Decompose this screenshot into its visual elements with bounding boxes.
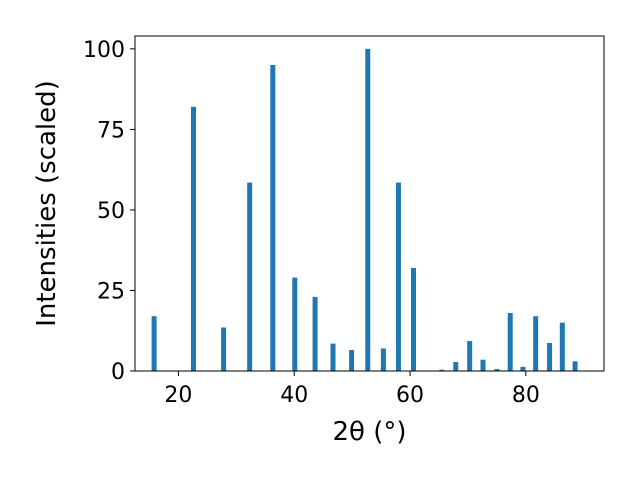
- bar: [494, 369, 500, 371]
- bar: [365, 48, 371, 372]
- y-axis-ticks: 0 25 50 75 100: [83, 38, 135, 385]
- y-tick-label: 25: [97, 279, 125, 304]
- x-tick-label: 40: [280, 383, 308, 408]
- y-axis-label: Intensities (scaled): [32, 80, 62, 327]
- bar: [480, 359, 486, 371]
- y-tick-label: 75: [97, 118, 125, 143]
- bar: [247, 182, 253, 371]
- x-tick-label: 20: [164, 383, 192, 408]
- plot-frame: [134, 35, 605, 372]
- bar: [380, 348, 386, 371]
- bar-series: [151, 48, 578, 372]
- bar: [270, 64, 276, 371]
- bar: [453, 361, 459, 371]
- bar: [330, 343, 336, 371]
- bar: [411, 267, 417, 371]
- bar: [395, 182, 401, 371]
- bar: [312, 296, 318, 371]
- bar: [520, 366, 526, 371]
- y-tick-label: 50: [97, 199, 125, 224]
- bar: [349, 350, 355, 371]
- bar: [572, 361, 578, 371]
- bar: [467, 341, 473, 371]
- bar: [151, 316, 157, 371]
- bar: [439, 369, 445, 371]
- bar: [547, 342, 553, 371]
- x-axis-label: 2θ (°): [332, 417, 406, 447]
- bar: [292, 277, 298, 371]
- bar: [559, 322, 565, 371]
- x-axis-ticks: 20 40 60 80: [164, 371, 540, 408]
- bar: [190, 106, 196, 371]
- bar: [507, 313, 513, 371]
- y-tick-label: 0: [111, 360, 125, 385]
- x-tick-label: 60: [396, 383, 424, 408]
- bar: [533, 316, 539, 371]
- y-tick-label: 100: [83, 38, 125, 63]
- bar: [221, 327, 227, 371]
- x-tick-label: 80: [512, 383, 540, 408]
